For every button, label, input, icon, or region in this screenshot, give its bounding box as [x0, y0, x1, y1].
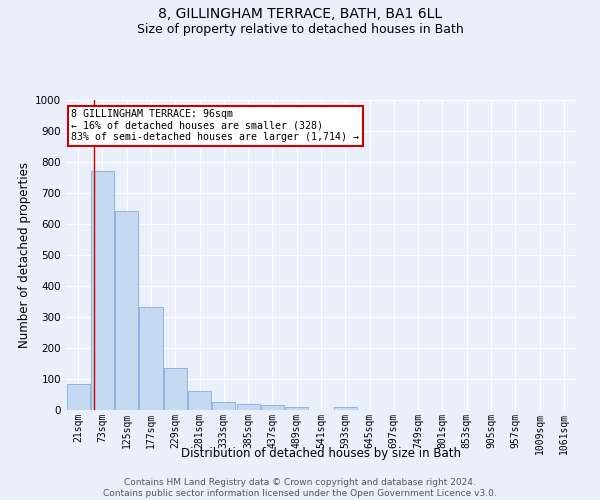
Text: 8 GILLINGHAM TERRACE: 96sqm
← 16% of detached houses are smaller (328)
83% of se: 8 GILLINGHAM TERRACE: 96sqm ← 16% of det… — [71, 110, 359, 142]
Bar — [334, 407, 357, 410]
Text: Distribution of detached houses by size in Bath: Distribution of detached houses by size … — [181, 448, 461, 460]
Text: Size of property relative to detached houses in Bath: Size of property relative to detached ho… — [137, 22, 463, 36]
Bar — [164, 368, 187, 410]
Bar — [139, 307, 163, 410]
Bar — [261, 406, 284, 410]
Text: Contains HM Land Registry data © Crown copyright and database right 2024.
Contai: Contains HM Land Registry data © Crown c… — [103, 478, 497, 498]
Bar — [115, 210, 138, 410]
Bar — [212, 402, 235, 410]
Bar — [67, 384, 89, 410]
Y-axis label: Number of detached properties: Number of detached properties — [18, 162, 31, 348]
Bar — [236, 404, 260, 410]
Bar — [188, 392, 211, 410]
Bar — [91, 172, 114, 410]
Bar — [285, 407, 308, 410]
Text: 8, GILLINGHAM TERRACE, BATH, BA1 6LL: 8, GILLINGHAM TERRACE, BATH, BA1 6LL — [158, 8, 442, 22]
